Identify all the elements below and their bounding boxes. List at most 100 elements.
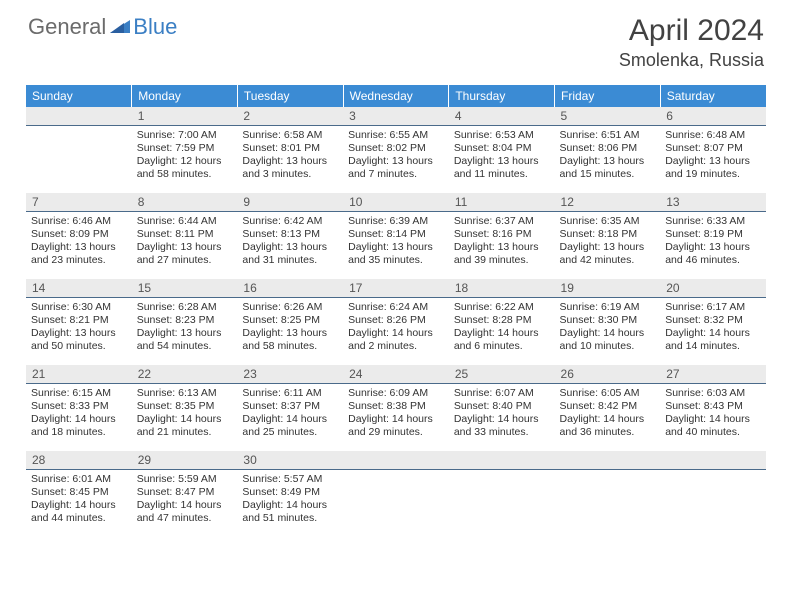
day-number: 10 bbox=[343, 193, 449, 212]
calendar-day-cell: 8Sunrise: 6:44 AMSunset: 8:11 PMDaylight… bbox=[132, 193, 238, 279]
day-number: 17 bbox=[343, 279, 449, 298]
weekday-header: Wednesday bbox=[343, 85, 449, 107]
day-content-line: and 10 minutes. bbox=[560, 340, 656, 353]
day-content-line: Sunrise: 7:00 AM bbox=[137, 129, 233, 142]
day-content-line: Sunrise: 6:13 AM bbox=[137, 387, 233, 400]
day-content-line: Daylight: 13 hours bbox=[137, 327, 233, 340]
day-content-line: Daylight: 14 hours bbox=[242, 413, 338, 426]
calendar-day-cell: 20Sunrise: 6:17 AMSunset: 8:32 PMDayligh… bbox=[660, 279, 766, 365]
day-number bbox=[449, 451, 555, 470]
day-content-line: and 21 minutes. bbox=[137, 426, 233, 439]
day-content-line: Sunset: 8:01 PM bbox=[242, 142, 338, 155]
day-content-line: Sunrise: 6:33 AM bbox=[665, 215, 761, 228]
day-content-line: Sunrise: 6:05 AM bbox=[560, 387, 656, 400]
day-content-line: Daylight: 13 hours bbox=[348, 241, 444, 254]
day-content-line: Sunrise: 6:39 AM bbox=[348, 215, 444, 228]
day-number: 27 bbox=[660, 365, 766, 384]
day-number: 21 bbox=[26, 365, 132, 384]
calendar-day-cell: 30Sunrise: 5:57 AMSunset: 8:49 PMDayligh… bbox=[237, 451, 343, 537]
calendar-day-cell: 12Sunrise: 6:35 AMSunset: 8:18 PMDayligh… bbox=[555, 193, 661, 279]
day-content-line: Daylight: 14 hours bbox=[560, 327, 656, 340]
day-content-line: Sunset: 8:04 PM bbox=[454, 142, 550, 155]
day-content-line: and 35 minutes. bbox=[348, 254, 444, 267]
day-content-line: Sunrise: 6:09 AM bbox=[348, 387, 444, 400]
day-content-line: Daylight: 14 hours bbox=[242, 499, 338, 512]
day-content: Sunrise: 7:00 AMSunset: 7:59 PMDaylight:… bbox=[132, 126, 238, 184]
day-content-line: and 29 minutes. bbox=[348, 426, 444, 439]
calendar-day-cell: 2Sunrise: 6:58 AMSunset: 8:01 PMDaylight… bbox=[237, 107, 343, 193]
weekday-header: Tuesday bbox=[237, 85, 343, 107]
day-content: Sunrise: 6:03 AMSunset: 8:43 PMDaylight:… bbox=[660, 384, 766, 442]
day-content-line: Sunset: 8:38 PM bbox=[348, 400, 444, 413]
title-block: April 2024 Smolenka, Russia bbox=[619, 14, 764, 71]
weekday-header: Friday bbox=[555, 85, 661, 107]
day-content-line: Sunset: 8:13 PM bbox=[242, 228, 338, 241]
weekday-header: Thursday bbox=[449, 85, 555, 107]
day-content-line: Daylight: 14 hours bbox=[137, 413, 233, 426]
day-content: Sunrise: 6:46 AMSunset: 8:09 PMDaylight:… bbox=[26, 212, 132, 270]
calendar-day-cell: 21Sunrise: 6:15 AMSunset: 8:33 PMDayligh… bbox=[26, 365, 132, 451]
calendar-day-cell: 5Sunrise: 6:51 AMSunset: 8:06 PMDaylight… bbox=[555, 107, 661, 193]
calendar-day-cell: 27Sunrise: 6:03 AMSunset: 8:43 PMDayligh… bbox=[660, 365, 766, 451]
day-content: Sunrise: 6:07 AMSunset: 8:40 PMDaylight:… bbox=[449, 384, 555, 442]
day-content: Sunrise: 6:51 AMSunset: 8:06 PMDaylight:… bbox=[555, 126, 661, 184]
day-content: Sunrise: 6:42 AMSunset: 8:13 PMDaylight:… bbox=[237, 212, 343, 270]
day-content-line: and 14 minutes. bbox=[665, 340, 761, 353]
day-number: 19 bbox=[555, 279, 661, 298]
day-content-line: Daylight: 13 hours bbox=[242, 241, 338, 254]
day-content-line: Daylight: 13 hours bbox=[665, 241, 761, 254]
day-content-line: Sunset: 8:26 PM bbox=[348, 314, 444, 327]
calendar-day-cell: 19Sunrise: 6:19 AMSunset: 8:30 PMDayligh… bbox=[555, 279, 661, 365]
day-content-line: and 23 minutes. bbox=[31, 254, 127, 267]
day-content-line: Sunset: 8:25 PM bbox=[242, 314, 338, 327]
day-number: 9 bbox=[237, 193, 343, 212]
day-content-line: Sunset: 7:59 PM bbox=[137, 142, 233, 155]
day-content-line: Sunrise: 6:35 AM bbox=[560, 215, 656, 228]
day-content-line: Sunset: 8:40 PM bbox=[454, 400, 550, 413]
day-number: 5 bbox=[555, 107, 661, 126]
day-content: Sunrise: 6:58 AMSunset: 8:01 PMDaylight:… bbox=[237, 126, 343, 184]
day-content-line: Sunrise: 6:17 AM bbox=[665, 301, 761, 314]
day-content-line: Sunset: 8:33 PM bbox=[31, 400, 127, 413]
day-content-line: Sunrise: 6:46 AM bbox=[31, 215, 127, 228]
calendar-day-cell bbox=[26, 107, 132, 193]
day-content-line: Sunset: 8:06 PM bbox=[560, 142, 656, 155]
day-content-line: Sunrise: 6:07 AM bbox=[454, 387, 550, 400]
calendar-week-row: 21Sunrise: 6:15 AMSunset: 8:33 PMDayligh… bbox=[26, 365, 766, 451]
day-number: 1 bbox=[132, 107, 238, 126]
header: General Blue April 2024 Smolenka, Russia bbox=[0, 0, 792, 75]
location-label: Smolenka, Russia bbox=[619, 50, 764, 71]
day-content-line: Sunset: 8:18 PM bbox=[560, 228, 656, 241]
day-content-line: Daylight: 14 hours bbox=[137, 499, 233, 512]
day-content-line: and 44 minutes. bbox=[31, 512, 127, 525]
day-content-line: Daylight: 13 hours bbox=[242, 155, 338, 168]
day-content-line: and 11 minutes. bbox=[454, 168, 550, 181]
day-content: Sunrise: 6:30 AMSunset: 8:21 PMDaylight:… bbox=[26, 298, 132, 356]
day-content-line: Sunset: 8:14 PM bbox=[348, 228, 444, 241]
calendar-day-cell: 13Sunrise: 6:33 AMSunset: 8:19 PMDayligh… bbox=[660, 193, 766, 279]
day-content-line: Sunset: 8:42 PM bbox=[560, 400, 656, 413]
calendar-day-cell: 1Sunrise: 7:00 AMSunset: 7:59 PMDaylight… bbox=[132, 107, 238, 193]
day-content-line: Sunrise: 6:03 AM bbox=[665, 387, 761, 400]
day-content: Sunrise: 6:11 AMSunset: 8:37 PMDaylight:… bbox=[237, 384, 343, 442]
day-content-line: Daylight: 14 hours bbox=[560, 413, 656, 426]
day-content-line: and 31 minutes. bbox=[242, 254, 338, 267]
day-number: 24 bbox=[343, 365, 449, 384]
day-number: 14 bbox=[26, 279, 132, 298]
day-content-line: Daylight: 13 hours bbox=[454, 241, 550, 254]
day-content-line: and 18 minutes. bbox=[31, 426, 127, 439]
day-content: Sunrise: 6:24 AMSunset: 8:26 PMDaylight:… bbox=[343, 298, 449, 356]
day-content: Sunrise: 6:55 AMSunset: 8:02 PMDaylight:… bbox=[343, 126, 449, 184]
day-content: Sunrise: 5:59 AMSunset: 8:47 PMDaylight:… bbox=[132, 470, 238, 528]
day-content-line: Daylight: 13 hours bbox=[242, 327, 338, 340]
day-content-line: Sunset: 8:37 PM bbox=[242, 400, 338, 413]
day-content-line: Daylight: 14 hours bbox=[31, 499, 127, 512]
day-content-line: and 51 minutes. bbox=[242, 512, 338, 525]
calendar-day-cell bbox=[449, 451, 555, 537]
day-content-line: Sunrise: 5:59 AM bbox=[137, 473, 233, 486]
day-content-line: Daylight: 14 hours bbox=[665, 413, 761, 426]
calendar-table: SundayMondayTuesdayWednesdayThursdayFrid… bbox=[26, 85, 766, 537]
calendar-day-cell bbox=[555, 451, 661, 537]
day-number: 29 bbox=[132, 451, 238, 470]
calendar-day-cell: 9Sunrise: 6:42 AMSunset: 8:13 PMDaylight… bbox=[237, 193, 343, 279]
